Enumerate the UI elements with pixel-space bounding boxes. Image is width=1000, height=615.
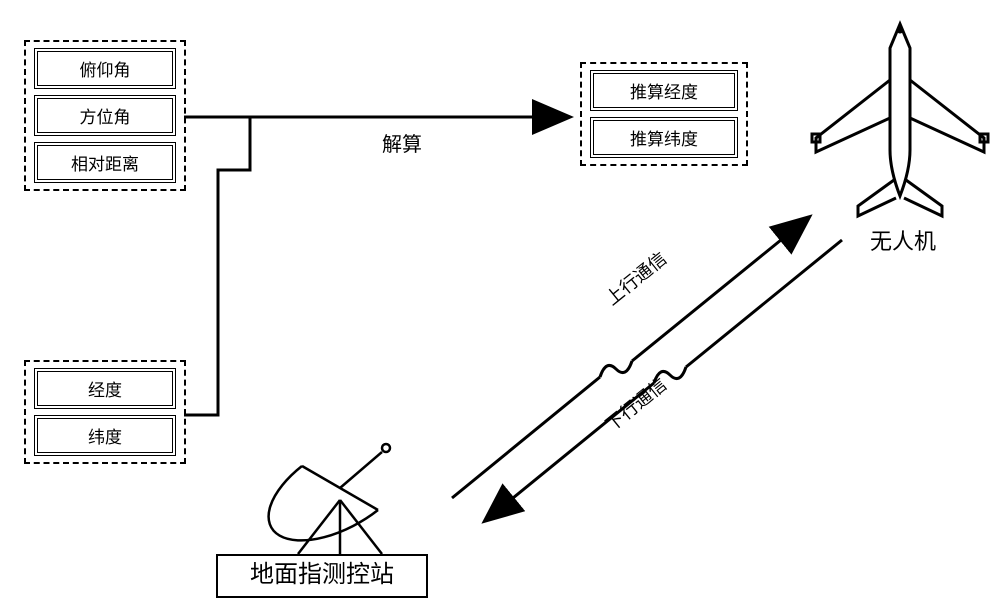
input-distance: 相对距离 (34, 142, 176, 183)
uav-label: 无人机 (870, 224, 936, 256)
inputs-box: 俯仰角 方位角 相对距离 (24, 40, 186, 191)
outputs-box: 推算经度 推算纬度 (580, 62, 748, 166)
station-coords-box: 经度 纬度 (24, 360, 186, 464)
ground-station-label: 地面指测控站 (250, 562, 394, 588)
output-lat: 推算纬度 (590, 117, 738, 158)
junction-line (184, 117, 250, 415)
uplink-label: 上行通信 (602, 248, 671, 309)
input-azimuth-label: 方位角 (37, 98, 173, 133)
compute-label: 解算 (382, 128, 422, 157)
output-lon-label: 推算经度 (593, 73, 735, 108)
uav-icon (812, 24, 988, 216)
station-lon: 经度 (34, 368, 176, 409)
downlink-label: 下行通信 (602, 374, 671, 435)
station-lat-label: 纬度 (37, 418, 173, 453)
station-lon-label: 经度 (37, 371, 173, 406)
input-azimuth: 方位角 (34, 95, 176, 136)
output-lon: 推算经度 (590, 70, 738, 111)
station-lat: 纬度 (34, 415, 176, 456)
input-pitch: 俯仰角 (34, 48, 176, 89)
downlink-line (486, 240, 842, 520)
antenna-icon (269, 444, 390, 554)
ground-station-box: 地面指测控站 (216, 554, 428, 598)
input-pitch-label: 俯仰角 (37, 51, 173, 86)
input-distance-label: 相对距离 (37, 145, 173, 180)
uplink-line (452, 218, 808, 498)
output-lat-label: 推算纬度 (593, 120, 735, 155)
